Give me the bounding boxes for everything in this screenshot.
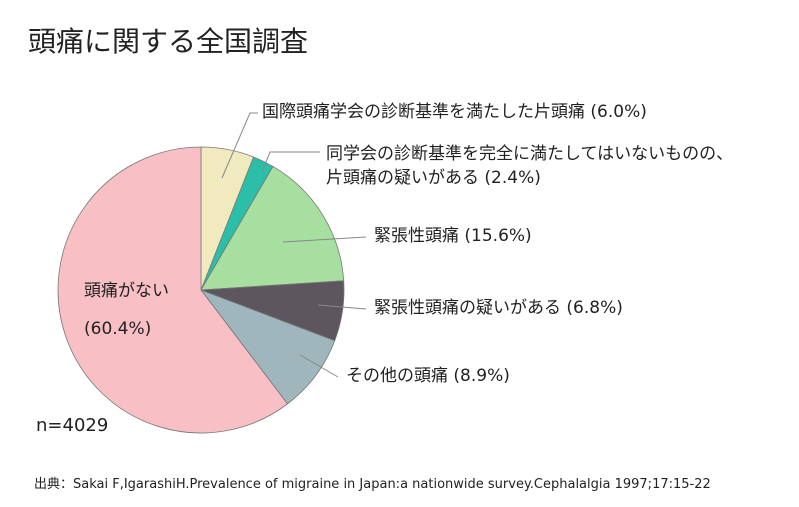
category-label: その他の頭痛 bbox=[346, 366, 448, 386]
slice-label: 緊張性頭痛の疑いがある (6.8%) bbox=[374, 296, 623, 320]
pie-slice bbox=[200, 165, 345, 291]
slice-label: 頭痛がない (60.4%) bbox=[84, 272, 169, 348]
leader-line bbox=[261, 151, 320, 173]
category-label: 頭痛がない bbox=[84, 281, 169, 301]
pie-slice bbox=[57, 146, 289, 434]
leader-line bbox=[317, 304, 367, 310]
category-label: 同学会の診断基準を完全に満たしてはいないものの、 片頭痛の疑いがある bbox=[326, 144, 734, 188]
value-label: (60.4%) bbox=[84, 319, 152, 339]
leader-line bbox=[299, 354, 339, 378]
slice-label: 同学会の診断基準を完全に満たしてはいないものの、 片頭痛の疑いがある (2.4%… bbox=[326, 142, 733, 190]
chart-title: 頭痛に関する全国調査 bbox=[28, 25, 309, 58]
value-label: (2.4%) bbox=[484, 168, 541, 188]
source: 出典：Sakai F,IgarashiH.Prevalence of migra… bbox=[34, 477, 711, 492]
leader-line bbox=[221, 112, 258, 179]
slice-label: 緊張性頭痛 (15.6%) bbox=[374, 224, 532, 248]
value-label: (8.9%) bbox=[453, 366, 510, 386]
value-label: (6.0%) bbox=[590, 102, 647, 122]
category-label: 国際頭痛学会の診断基準を満たした片頭痛 bbox=[262, 102, 585, 122]
slice-label: 国際頭痛学会の診断基準を満たした片頭痛 (6.0%) bbox=[262, 100, 647, 124]
category-label: 緊張性頭痛の疑いがある bbox=[374, 298, 561, 318]
leader-line bbox=[282, 236, 367, 243]
slice-label: その他の頭痛 (8.9%) bbox=[346, 364, 510, 388]
category-label: 緊張性頭痛 bbox=[374, 226, 459, 246]
pie-slice bbox=[199, 289, 336, 405]
value-label: (15.6%) bbox=[464, 226, 532, 246]
sample-size: n=4029 bbox=[36, 415, 109, 436]
value-label: (6.8%) bbox=[566, 298, 623, 318]
